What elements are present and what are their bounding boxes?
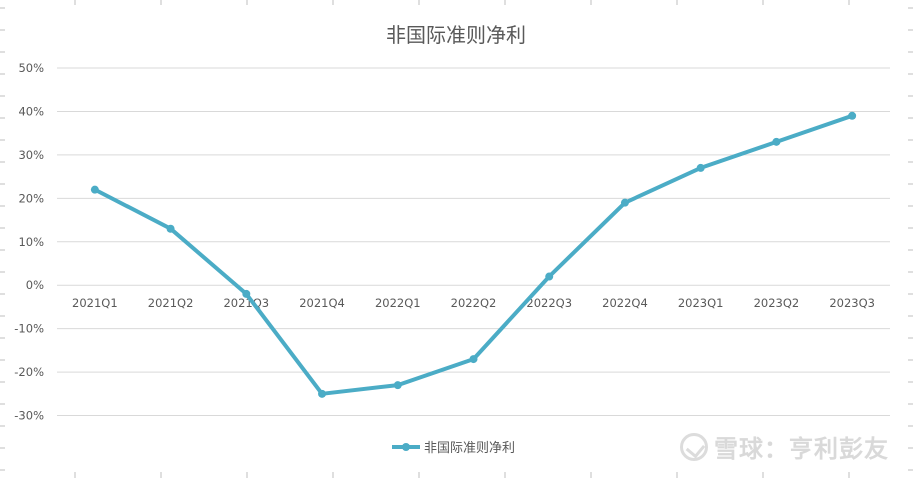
y-axis-ticks: 50% 40% 30% 20% 10% 0% -10% -20% -30% (14, 61, 44, 423)
y-tick-label: 40% (18, 104, 44, 118)
y-tick-label: -20% (14, 365, 44, 379)
x-tick-label: 2021Q4 (299, 296, 345, 310)
data-point[interactable] (696, 163, 705, 172)
legend[interactable]: 非国际准则净利 (392, 441, 515, 456)
y-tick-label: -10% (14, 322, 44, 336)
chart-title: 非国际准则净利 (386, 23, 526, 47)
x-tick-label: 2021Q3 (223, 296, 269, 310)
data-point[interactable] (545, 272, 554, 281)
y-tick-label: 20% (18, 191, 44, 205)
y-tick-label: 10% (18, 235, 44, 249)
watermark-text: 雪球：亨利彭友 (714, 435, 889, 463)
series-group (90, 111, 857, 398)
y-tick-label: 0% (26, 278, 44, 292)
x-tick-label: 2021Q1 (72, 296, 118, 310)
watermark: 雪球：亨利彭友 (680, 429, 889, 464)
x-tick-label: 2022Q2 (451, 296, 497, 310)
data-point[interactable] (620, 198, 629, 207)
legend-point-marker (402, 443, 410, 451)
data-point[interactable] (469, 355, 478, 364)
data-point[interactable] (772, 137, 781, 146)
y-tick-label: -30% (14, 409, 44, 423)
data-point[interactable] (90, 185, 99, 194)
gridlines (57, 67, 890, 417)
legend-label: 非国际准则净利 (424, 441, 515, 456)
snowball-logo-icon (680, 432, 708, 461)
y-tick-label: 30% (18, 148, 44, 162)
data-point[interactable] (166, 224, 175, 233)
x-tick-label: 2022Q4 (602, 296, 648, 310)
x-axis-ticks: 2021Q1 2021Q2 2021Q3 2021Q4 2022Q1 2022Q2 2022… (72, 296, 875, 310)
x-tick-label: 2021Q2 (148, 296, 194, 310)
x-tick-label: 2023Q2 (754, 296, 800, 310)
x-tick-label: 2023Q1 (678, 296, 724, 310)
x-tick-label: 2023Q3 (829, 296, 875, 310)
data-point[interactable] (848, 111, 857, 120)
x-tick-label: 2022Q1 (375, 296, 421, 310)
data-point[interactable] (242, 289, 251, 298)
data-point[interactable] (393, 381, 402, 390)
y-tick-label: 50% (18, 61, 44, 75)
x-tick-label: 2022Q3 (526, 296, 572, 310)
data-point[interactable] (318, 389, 327, 398)
series-line[interactable] (92, 113, 855, 396)
